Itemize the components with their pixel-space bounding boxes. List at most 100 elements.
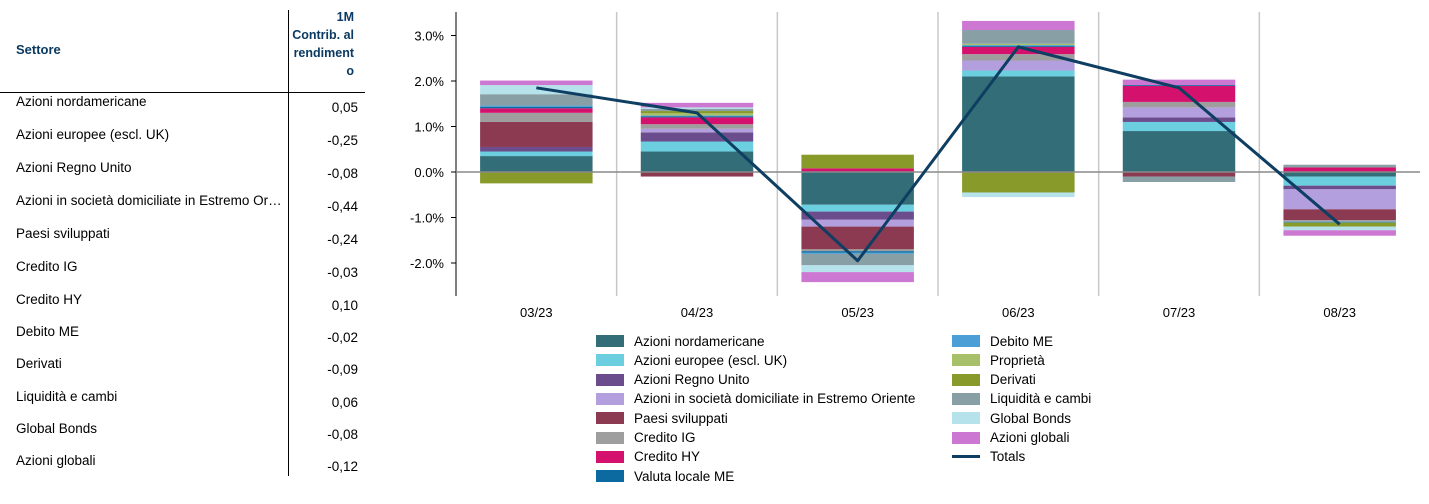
bar-segment — [962, 30, 1075, 44]
legend-label: Valuta locale ME — [634, 468, 735, 484]
legend-label: Credito IG — [634, 430, 696, 445]
row-sector-name: Credito IG — [16, 259, 78, 274]
bar-segment — [1283, 176, 1396, 186]
legend-item: Valuta locale ME — [596, 468, 734, 484]
bar-segment — [1122, 131, 1236, 172]
bar-segment — [1283, 209, 1396, 221]
row-contrib-value: 0,05 — [331, 100, 358, 115]
bar-segment — [1122, 85, 1236, 87]
header-contrib: 1M Contrib. al rendiment o — [290, 8, 354, 80]
row-contrib-value: -0,44 — [327, 199, 358, 214]
legend-label: Azioni globali — [990, 430, 1070, 445]
legend-item: Credito IG — [596, 430, 696, 446]
legend-label: Liquidità e cambi — [990, 391, 1092, 407]
bar-segment — [640, 116, 754, 118]
legend-item: Totals — [952, 449, 1025, 465]
row-contrib-value: 0,10 — [331, 298, 358, 313]
x-tick-label: 06/23 — [1002, 305, 1035, 320]
legend-label: Debito ME — [990, 333, 1054, 349]
bar-segment — [640, 117, 754, 125]
row-contrib-value: -0,12 — [327, 459, 358, 474]
bar-segment — [640, 151, 754, 172]
bar-segment — [801, 252, 914, 254]
row-sector-name: Azioni in società domiciliate in Estremo… — [16, 193, 284, 208]
row-contrib-value: -0,08 — [327, 427, 358, 442]
row-sector-name: Azioni Regno Unito — [16, 160, 132, 175]
bar-segment — [480, 146, 593, 152]
bar-segment — [1122, 121, 1236, 132]
bar-segment — [480, 94, 593, 106]
bar-segment — [480, 106, 593, 109]
legend-color-swatch — [596, 392, 624, 405]
bar-segment — [1283, 164, 1396, 168]
bar-segment — [640, 107, 754, 109]
legend-item: Azioni Regno Unito — [596, 372, 750, 388]
y-tick-label: 3.0% — [414, 29, 444, 44]
bar-segment — [801, 154, 914, 169]
bar-segment — [1122, 101, 1236, 108]
bar-segment — [480, 80, 593, 86]
bar-segment — [1122, 107, 1236, 118]
legend-label: Global Bonds — [990, 410, 1072, 426]
legend-color-swatch — [596, 470, 624, 483]
legend-item: Liquidità e cambi — [952, 391, 1091, 407]
bar-segment — [801, 265, 914, 273]
bar-segment — [801, 211, 914, 220]
legend-color-swatch — [952, 412, 980, 425]
legend-item: Azioni globali — [952, 430, 1070, 446]
bar-segment — [1122, 86, 1236, 102]
legend-color-swatch — [596, 354, 624, 367]
legend-item: Proprietà — [952, 352, 1045, 368]
legend-color-swatch — [952, 431, 980, 444]
legend-item: Credito HY — [596, 449, 700, 465]
bar-segment — [640, 141, 754, 152]
bar-segment — [480, 112, 593, 122]
x-tick-label: 08/23 — [1323, 305, 1356, 320]
row-contrib-value: -0,08 — [327, 166, 358, 181]
y-tick-label: -1.0% — [410, 211, 444, 226]
chart-legend: Azioni nordamericane Azioni europee (escl… — [596, 333, 1156, 503]
legend-color-swatch — [952, 354, 980, 367]
bar-segment — [962, 60, 1075, 71]
legend-color-swatch — [596, 412, 624, 425]
legend-color-swatch — [952, 392, 980, 405]
x-tick-label: 07/23 — [1163, 305, 1196, 320]
column-divider — [288, 10, 289, 476]
bar-segment — [1122, 176, 1236, 183]
legend-label: Proprietà — [990, 352, 1045, 368]
row-sector-name: Liquidità e cambi — [16, 389, 118, 404]
legend-label: Azioni in società domiciliate in Estremo… — [634, 391, 916, 407]
bar-segment — [640, 124, 754, 129]
row-contrib-value: -0,25 — [327, 133, 358, 148]
y-tick-label: 2.0% — [414, 74, 444, 89]
row-sector-name: Global Bonds — [16, 421, 98, 436]
bar-segment — [801, 272, 914, 283]
x-tick-label: 05/23 — [841, 305, 874, 320]
row-contrib-value: 0,06 — [331, 395, 358, 410]
legend-label: Azioni Regno Unito — [634, 372, 750, 388]
bar-segment — [962, 43, 1075, 46]
bar-segment — [801, 204, 914, 212]
bar-segment — [801, 219, 914, 227]
legend-item: Debito ME — [952, 333, 1053, 349]
legend-item: Paesi sviluppati — [596, 410, 728, 426]
legend-item: Global Bonds — [952, 410, 1071, 426]
header-settore: Settore — [16, 42, 61, 57]
bar-segment — [1283, 230, 1396, 236]
bar-segment — [480, 85, 593, 95]
legend-label: Credito HY — [634, 449, 701, 465]
header-contrib-line: o — [346, 64, 354, 78]
bar-segment — [480, 105, 593, 107]
row-sector-name: Derivati — [16, 356, 62, 371]
bar-segment — [962, 70, 1075, 77]
row-sector-name: Azioni globali — [16, 453, 96, 468]
bar-segment — [962, 20, 1075, 31]
bar-segment — [1283, 220, 1396, 222]
bar-segment — [1122, 117, 1236, 122]
bar-segment — [480, 156, 593, 172]
bar-segment — [640, 132, 754, 142]
legend-label: Azioni nordamericane — [634, 333, 765, 349]
bar-segment — [1283, 185, 1396, 190]
bar-segment — [962, 192, 1075, 198]
bar-segment — [962, 54, 1075, 61]
